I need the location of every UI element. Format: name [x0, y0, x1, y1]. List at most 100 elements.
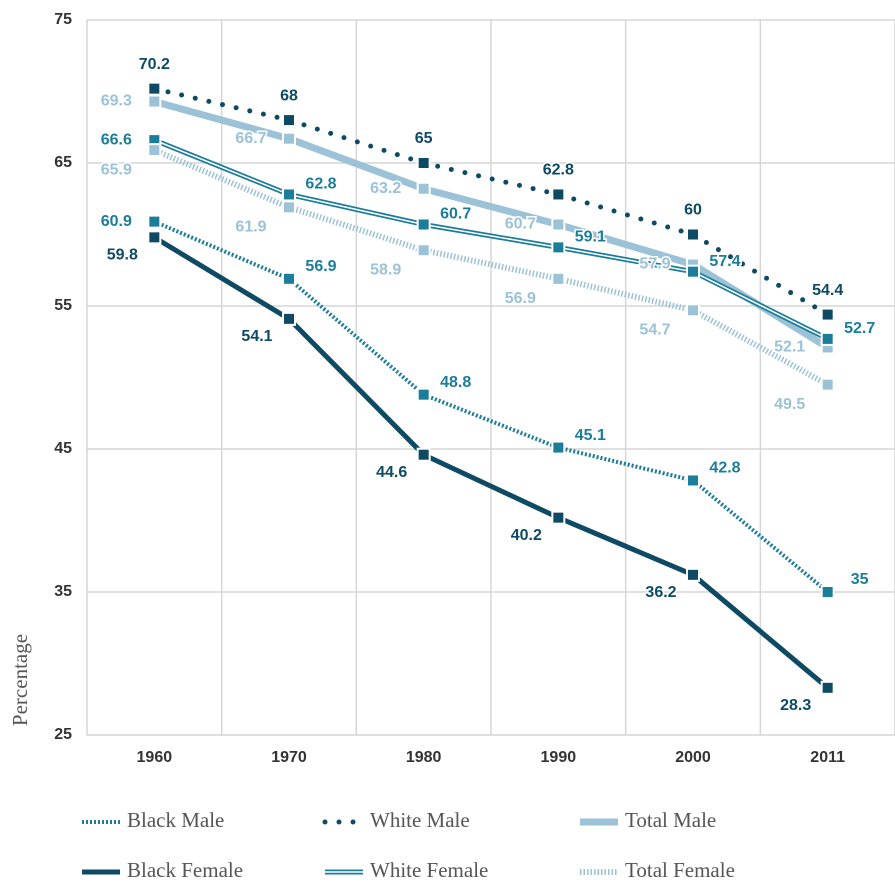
data-label: 42.8 [709, 460, 740, 477]
marker [686, 567, 700, 582]
legend-label: Black Female [127, 858, 243, 882]
data-label: 70.2 [139, 56, 170, 73]
data-label: 40.2 [511, 527, 542, 544]
data-label: 57.9 [639, 256, 670, 273]
data-label: 66.7 [235, 130, 266, 147]
marker [686, 473, 700, 488]
marker [416, 217, 431, 232]
legend-label: White Female [370, 858, 488, 882]
series-line-inner [154, 139, 829, 340]
data-label: 60.7 [505, 216, 536, 233]
y-tick-label: 35 [54, 583, 72, 600]
data-label: 28.3 [780, 697, 811, 714]
legend-label: White Male [370, 808, 470, 832]
data-label: 56.9 [305, 258, 336, 275]
marker [282, 271, 296, 286]
x-tick-label: 1960 [137, 749, 173, 766]
data-label: 59.1 [575, 229, 606, 246]
data-label: 49.5 [774, 396, 805, 413]
marker [282, 113, 296, 128]
y-tick-label: 65 [54, 154, 72, 171]
marker [416, 447, 431, 462]
data-label: 48.8 [440, 374, 471, 391]
data-label: 54.1 [241, 328, 272, 345]
data-label: 36.2 [645, 584, 676, 601]
series-line [151, 86, 831, 318]
data-label: 45.1 [575, 427, 606, 444]
data-label: 56.9 [505, 290, 536, 307]
marker [551, 217, 566, 232]
marker [551, 240, 566, 255]
marker [820, 680, 835, 695]
data-label: 66.6 [101, 131, 132, 148]
marker [416, 387, 431, 402]
data-label: 60 [684, 202, 702, 219]
y-tick-label: 45 [54, 440, 72, 457]
legend-item: White Male [322, 808, 470, 832]
marker [416, 243, 431, 258]
legend-item: Total Female [580, 858, 735, 882]
data-label: 35 [851, 571, 869, 588]
marker [551, 440, 566, 455]
marker [551, 271, 566, 286]
legend-label: Black Male [127, 808, 224, 832]
x-tick-label: 1990 [541, 749, 577, 766]
marker [686, 264, 700, 279]
y-tick-label: 55 [54, 297, 72, 314]
data-label: 60.7 [440, 206, 471, 223]
data-label: 59.8 [107, 247, 138, 264]
data-label: 65 [415, 130, 433, 147]
data-label: 62.8 [543, 162, 574, 179]
marker [551, 510, 566, 525]
marker [282, 187, 296, 202]
series-line [153, 235, 830, 690]
data-label: 44.6 [376, 464, 407, 481]
y-tick-label: 75 [54, 11, 72, 28]
legend-label: Total Female [625, 858, 735, 882]
data-label: 60.9 [101, 213, 132, 230]
data-label: 58.9 [370, 261, 401, 278]
data-label: 68 [280, 87, 298, 104]
legend-item: White Female [325, 858, 488, 882]
marker [820, 377, 835, 392]
legend-label: Total Male [625, 808, 716, 832]
marker [551, 187, 566, 202]
marker [416, 181, 431, 196]
y-tick-label: 25 [54, 726, 72, 743]
data-label: 52.7 [844, 320, 875, 337]
legend-item: Black Male [82, 808, 224, 832]
data-label: 69.3 [101, 93, 132, 110]
data-label: 52.1 [774, 339, 805, 356]
x-tick-label: 1980 [406, 749, 442, 766]
y-axis-label: Percentage [8, 634, 32, 726]
data-label: 62.8 [305, 176, 336, 193]
marker [147, 214, 162, 229]
series-line [153, 98, 830, 351]
series-line [153, 219, 829, 594]
marker [686, 227, 700, 242]
x-tick-label: 2000 [675, 749, 711, 766]
marker [820, 585, 835, 599]
marker [820, 331, 835, 346]
marker [282, 311, 296, 326]
data-label: 54.4 [812, 282, 843, 299]
marker [147, 230, 162, 245]
data-label: 54.7 [639, 322, 670, 339]
marker [147, 94, 162, 109]
marker [147, 81, 162, 96]
marker [147, 143, 162, 158]
data-label: 57.4 [709, 253, 740, 270]
x-tick-label: 2011 [810, 749, 845, 766]
legend-item: Total Male [580, 808, 716, 832]
marker [686, 303, 700, 318]
marker [282, 200, 296, 215]
marker [416, 156, 431, 170]
marker [820, 307, 835, 322]
series-line [153, 147, 830, 388]
marker [282, 131, 296, 146]
data-label: 63.2 [370, 180, 401, 197]
data-label: 61.9 [235, 219, 266, 236]
x-tick-label: 1970 [271, 749, 307, 766]
legend-item: Black Female [82, 858, 243, 882]
